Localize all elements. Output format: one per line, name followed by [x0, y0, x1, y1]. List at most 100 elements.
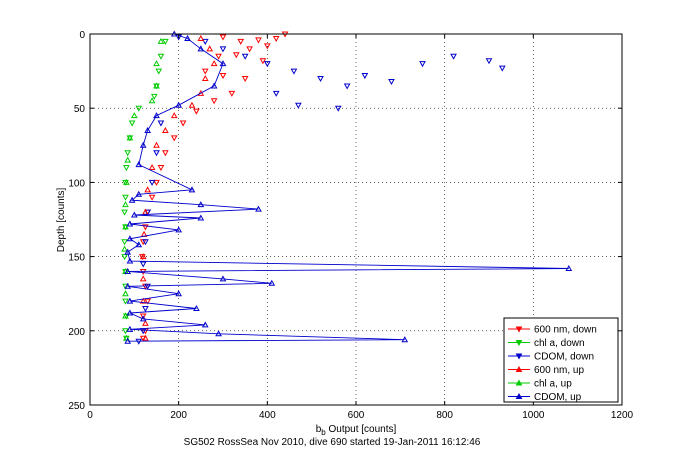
data-point	[144, 126, 151, 133]
data-point	[135, 161, 143, 168]
data-point	[148, 164, 156, 171]
legend-marker	[515, 365, 523, 372]
x-axis-title-sub: b	[321, 428, 326, 437]
series-4	[121, 37, 165, 341]
x-axis-title: bb Output [counts]	[316, 424, 397, 437]
data-point	[139, 315, 147, 322]
data-point	[135, 241, 143, 248]
data-point	[142, 239, 149, 246]
data-point	[153, 141, 160, 148]
caption: SG502 RossSea Nov 2010, dive 690 started…	[184, 437, 481, 448]
legend-marker	[515, 392, 523, 399]
data-point	[263, 61, 271, 68]
x-axis-title-b: b	[316, 424, 322, 435]
data-point	[126, 325, 134, 332]
data-point	[124, 150, 132, 157]
data-point	[126, 220, 134, 227]
data-point	[139, 275, 147, 282]
data-point	[450, 53, 457, 60]
data-point	[148, 194, 156, 201]
data-point	[188, 186, 196, 193]
data-point	[263, 43, 271, 50]
data-point	[128, 120, 136, 127]
data-point	[142, 224, 149, 231]
data-point	[317, 76, 324, 83]
x-tick-label: 1000	[522, 410, 545, 421]
x-tick-label: 200	[170, 410, 187, 421]
data-point	[122, 179, 129, 186]
data-point	[130, 112, 138, 119]
legend-label: chl a, up	[534, 379, 572, 390]
data-point	[122, 223, 129, 230]
data-point	[498, 65, 506, 72]
data-point	[157, 53, 165, 60]
data-point	[124, 156, 132, 163]
data-point	[268, 279, 276, 286]
data-point	[401, 336, 409, 343]
data-point	[246, 46, 253, 53]
data-point	[142, 319, 149, 326]
data-point	[193, 108, 200, 115]
data-point	[123, 313, 130, 320]
data-point	[219, 275, 227, 282]
data-point	[361, 73, 369, 80]
data-point	[139, 141, 147, 148]
data-point	[210, 60, 218, 67]
data-point	[142, 306, 149, 313]
data-point	[272, 35, 280, 42]
x-axis-title-rest: Output [counts]	[326, 424, 397, 435]
data-point	[148, 97, 156, 104]
legend-label: CDOM, up	[534, 392, 582, 403]
data-point	[215, 330, 222, 337]
data-point	[188, 101, 196, 108]
legend-label: 600 nm, up	[534, 365, 584, 376]
data-point	[175, 101, 183, 108]
x-tick-label: 600	[348, 410, 365, 421]
data-point	[155, 68, 163, 75]
data-point	[124, 248, 132, 255]
data-point	[162, 38, 169, 45]
data-point	[122, 298, 129, 305]
legend-box	[503, 317, 619, 403]
y-tick-label: 150	[68, 253, 85, 264]
data-point	[124, 267, 132, 274]
data-point	[139, 261, 147, 268]
ticks: 0 200 400 600 800 1000 1200 0 50 100 150 200 250	[68, 30, 633, 421]
legend-marker	[515, 353, 523, 360]
legend-marker	[515, 326, 523, 333]
data-point	[124, 282, 132, 289]
data-point	[295, 102, 302, 109]
data-point	[135, 190, 143, 197]
data-point	[201, 321, 209, 328]
data-point	[219, 60, 227, 67]
legend-marker	[515, 340, 523, 347]
data-point	[419, 61, 426, 68]
data-point	[130, 211, 138, 218]
legend-item: CDOM, up	[508, 392, 582, 403]
data-point	[123, 178, 130, 185]
data-point	[139, 297, 147, 304]
data-point	[241, 76, 249, 83]
data-point	[144, 283, 151, 290]
data-point	[259, 58, 267, 65]
data-point	[122, 194, 129, 201]
data-point	[153, 150, 160, 157]
legend-item: chl a, up	[508, 379, 572, 390]
data-point	[126, 134, 134, 141]
data-point	[121, 239, 128, 246]
data-point	[184, 34, 191, 41]
y-tick-label: 100	[68, 178, 85, 189]
data-point	[170, 135, 178, 142]
data-point	[210, 82, 218, 89]
legend-item: chl a, down	[508, 338, 585, 349]
data-point	[153, 82, 160, 89]
data-point	[153, 179, 160, 186]
data-point	[206, 45, 214, 52]
data-point	[197, 45, 205, 52]
data-point	[126, 309, 134, 316]
data-point	[228, 90, 236, 97]
data-point	[122, 201, 129, 208]
legend-item: 600 nm, down	[508, 325, 597, 336]
data-point	[139, 253, 147, 260]
